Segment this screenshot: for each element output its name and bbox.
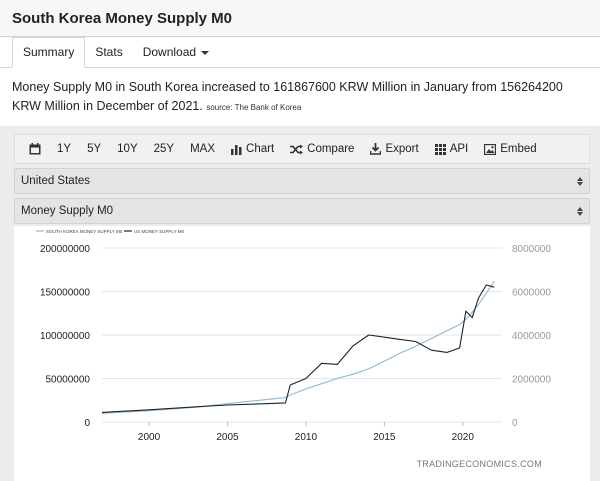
left-axis-tick: 150000000	[40, 288, 90, 299]
chart-label: Chart	[246, 143, 275, 155]
right-axis-tick: 8000000	[512, 244, 551, 255]
x-axis-tick: 2000	[138, 432, 161, 443]
calendar-button[interactable]	[21, 143, 49, 155]
select-arrows-icon	[577, 206, 583, 216]
range-5y-button[interactable]: 5Y	[87, 143, 102, 155]
indicator-select[interactable]: Money Supply M0	[14, 198, 590, 224]
bar-chart-icon	[231, 144, 242, 155]
right-axis-tick: 2000000	[512, 375, 551, 386]
page-header: South Korea Money Supply M0	[0, 0, 600, 37]
legend-entry: US MONEY SUPPLY M0	[134, 229, 185, 234]
embed-button[interactable]: Embed	[476, 143, 544, 155]
right-axis-tick: 4000000	[512, 331, 551, 342]
indicator-select-value: Money Supply M0	[21, 205, 114, 217]
embed-label: Embed	[500, 143, 537, 155]
image-icon	[484, 143, 497, 155]
calendar-icon	[29, 143, 41, 155]
api-label: API	[449, 143, 469, 155]
page-title: South Korea Money Supply M0	[12, 9, 233, 27]
download-icon	[370, 143, 382, 155]
x-axis-tick: 2010	[295, 432, 318, 443]
tab-summary[interactable]: Summary	[12, 37, 86, 68]
export-button[interactable]: Export	[362, 143, 426, 155]
api-button[interactable]: API	[427, 143, 477, 155]
right-axis-tick: 0	[512, 418, 518, 429]
country-select-value: United States	[21, 175, 91, 187]
grid-icon	[434, 143, 446, 155]
x-axis-tick: 2020	[452, 432, 475, 443]
tab-download[interactable]: Download	[133, 38, 219, 67]
range-10y-button[interactable]: 10Y	[117, 143, 138, 155]
description-text: Money Supply M0 in South Korea increased…	[12, 80, 563, 113]
watermark: TRADINGECONOMICS.COM	[416, 459, 542, 469]
range-max-button[interactable]: MAX	[190, 143, 216, 155]
chart-button[interactable]: Chart	[223, 143, 282, 155]
left-axis-tick: 50000000	[46, 375, 91, 386]
left-axis-tick: 0	[84, 418, 90, 429]
x-axis-tick: 2015	[373, 432, 396, 443]
compare-button[interactable]: Compare	[282, 143, 362, 155]
chart-toolbar: 1Y 5Y 10Y 25Y MAX Chart Compare Export A…	[14, 134, 590, 164]
x-axis-tick: 2005	[216, 432, 239, 443]
description: Money Supply M0 in South Korea increased…	[0, 68, 600, 126]
compare-label: Compare	[307, 143, 355, 155]
tab-bar: Summary Stats Download	[0, 37, 600, 68]
chart-container: 0 50000000 100000000 150000000 200000000 0 200…	[14, 226, 590, 481]
chevron-down-icon	[201, 50, 210, 55]
description-source: source: The Bank of Korea	[206, 103, 302, 112]
tab-download-label: Download	[142, 45, 197, 59]
series-line-us	[101, 284, 495, 413]
left-axis-tick: 100000000	[40, 331, 90, 342]
left-axis-tick: 200000000	[40, 244, 90, 255]
tab-stats[interactable]: Stats	[95, 45, 123, 59]
export-label: Export	[385, 143, 419, 155]
right-axis-tick: 6000000	[512, 288, 551, 299]
legend-entry: SOUTH KOREA MONEY SUPPLY M0	[46, 229, 123, 234]
range-1y-button[interactable]: 1Y	[57, 143, 72, 155]
select-arrows-icon	[577, 176, 583, 186]
range-25y-button[interactable]: 25Y	[153, 143, 175, 155]
country-select[interactable]: United States	[14, 168, 590, 194]
line-chart: 0 50000000 100000000 150000000 200000000 0 200…	[36, 229, 551, 469]
series-line-south-korea	[101, 280, 495, 414]
shuffle-icon	[290, 144, 304, 154]
